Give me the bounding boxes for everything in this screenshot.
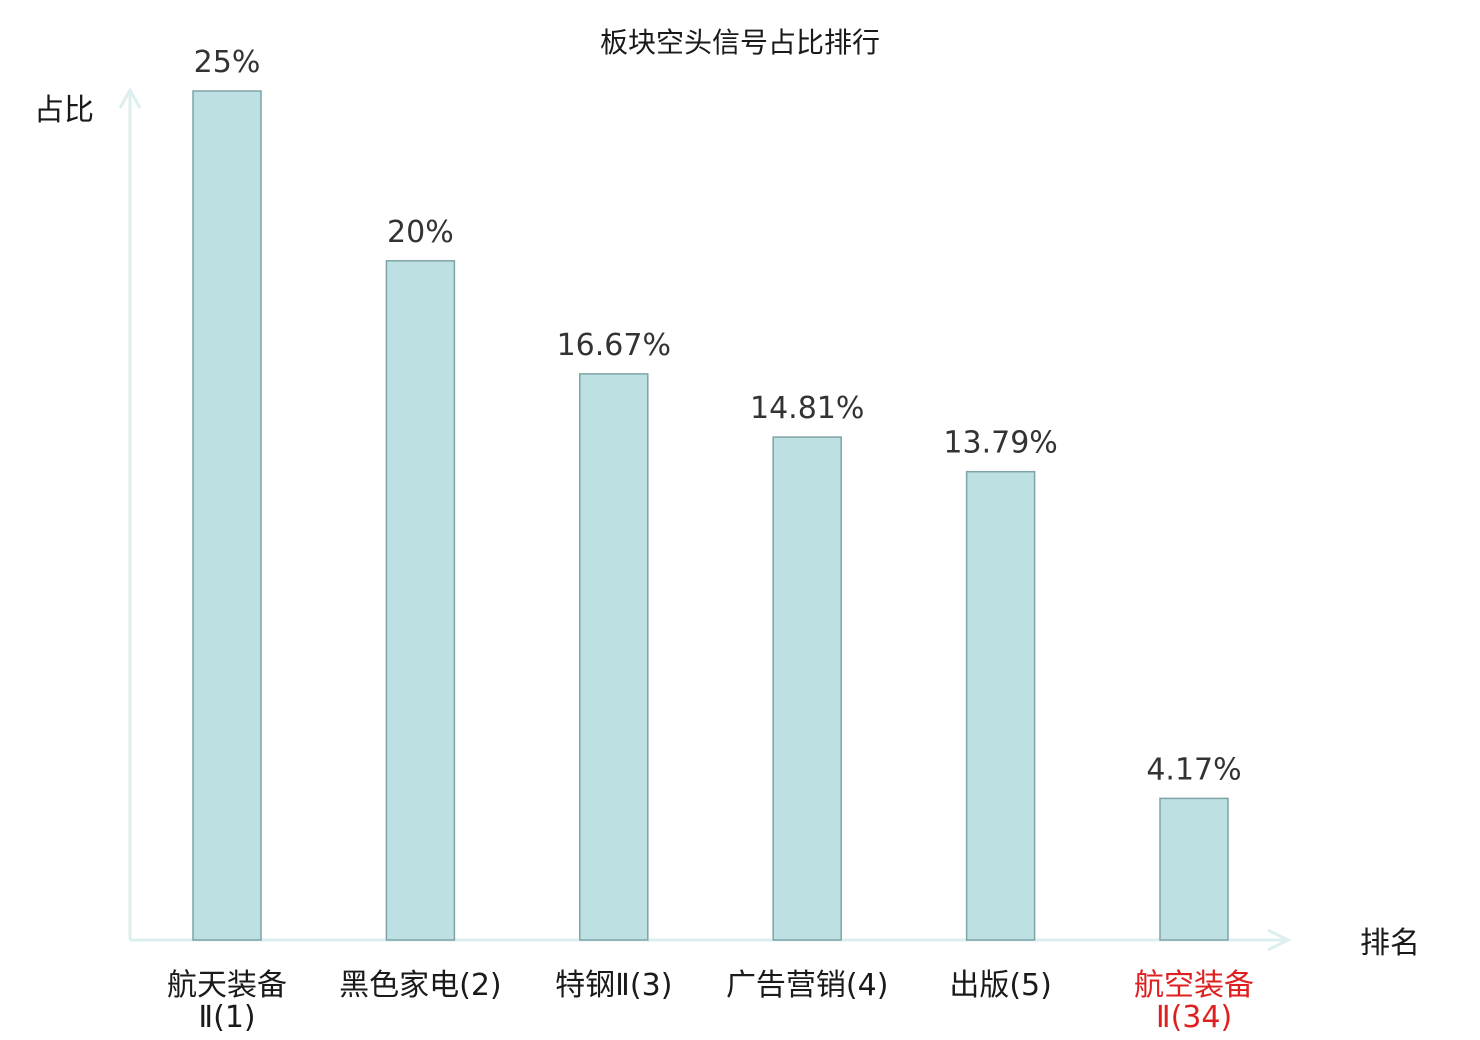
y-axis-label: 占比 [34,93,94,128]
y-axis-arrowhead [118,86,142,109]
bars-group [192,90,1229,941]
bar [192,90,262,941]
bar [965,470,1036,941]
x-tick-label: 出版(5) [949,968,1052,1003]
bar [1159,797,1229,941]
x-tick-label: 航空装备 [1134,968,1254,1003]
bar-value-label: 16.67% [557,328,671,363]
chart-title: 板块空头信号占比排行 [600,26,880,59]
bar [772,436,842,941]
x-tick-label: 航天装备 [167,968,287,1003]
value-labels-group: 25% 20% 16.67% 14.81% 13.79% 4.17% [194,45,1242,787]
x-tick-label: 特钢Ⅱ(3) [555,968,672,1003]
bar [385,260,456,941]
x-tick-label: 黑色家电(2) [339,968,502,1003]
x-axis-arrowhead [1267,928,1292,952]
bar [579,373,649,941]
x-tick-label: Ⅱ(1) [198,1000,255,1035]
x-tick-label: 广告营销(4) [726,968,889,1003]
x-tick-label: Ⅱ(34) [1156,1000,1232,1035]
bar-value-label: 14.81% [750,391,864,426]
bar-value-label: 20% [387,215,454,250]
bar-value-label: 4.17% [1146,752,1241,787]
bar-value-label: 13.79% [943,426,1057,461]
x-axis-label: 排名 [1360,926,1420,961]
bar-value-label: 25% [194,45,261,80]
axes [118,86,1292,952]
